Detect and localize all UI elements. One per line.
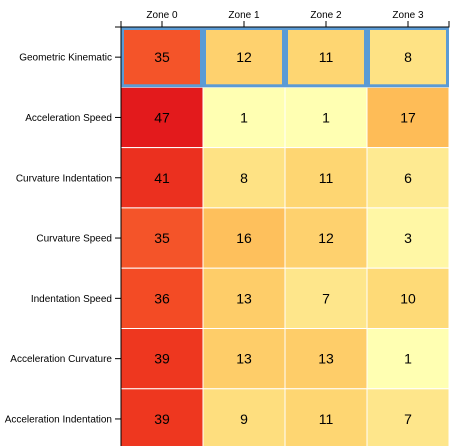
heatmap-cell (284, 328, 368, 390)
cell-value-label: 41 (154, 170, 170, 186)
x-tick-label: Zone 3 (392, 10, 424, 21)
cell-value-label: 12 (318, 230, 334, 246)
cell-value-label: 13 (318, 351, 334, 367)
heatmap-cell (202, 86, 286, 149)
y-axis-line (115, 26, 122, 446)
highlight-outline (285, 27, 367, 88)
cell-value-label: 11 (319, 170, 334, 186)
cell-value-label: 17 (400, 109, 416, 125)
cell-value-label: 7 (404, 411, 412, 427)
highlight-outline (367, 27, 449, 88)
y-tick-label: Indentation Speed (31, 294, 112, 305)
cell-value-label: 11 (319, 49, 334, 65)
y-tick-label: Acceleration Speed (25, 113, 112, 124)
cell-value-label: 16 (236, 230, 252, 246)
heatmap-cell (202, 147, 286, 209)
cell-value-label: 10 (400, 290, 416, 306)
x-tick-label: Zone 1 (228, 10, 260, 21)
cell-value-label: 6 (404, 170, 412, 186)
cell-value-label: 8 (240, 170, 248, 186)
heatmap-cell (366, 267, 450, 330)
heatmap-cell (202, 328, 286, 390)
cell-value-label: 13 (236, 290, 252, 306)
highlight-outline (121, 27, 203, 88)
cell-value-label: 47 (154, 109, 170, 125)
y-tick-label: Curvature Indentation (16, 173, 112, 184)
cell-value-label: 12 (236, 49, 252, 65)
cell-value-label: 7 (322, 290, 330, 306)
y-tick-label: Acceleration Curvature (10, 354, 112, 365)
y-tick-label: Acceleration Indentation (5, 414, 112, 425)
cell-value-label: 1 (240, 109, 248, 125)
row-highlight-group (121, 27, 449, 88)
cell-value-label: 13 (236, 351, 252, 367)
x-axis: Zone 0 Zone 1 Zone 2 Zone 3 (120, 10, 450, 28)
heatmap-cell (202, 388, 286, 446)
y-tick-label: Curvature Speed (36, 234, 112, 245)
cell-value-label: 36 (154, 290, 170, 306)
cell-value-label: 3 (404, 230, 412, 246)
heatmap-cell (120, 388, 204, 446)
cell-value-label: 39 (154, 351, 170, 367)
cell-value-label: 1 (404, 351, 412, 367)
cell-value-label: 9 (240, 411, 248, 427)
heatmap-cell (202, 207, 286, 269)
heatmap-cell (202, 267, 286, 330)
heatmap-cell (366, 388, 450, 446)
cell-value-label: 11 (319, 411, 334, 427)
heatmap-cell (366, 147, 450, 209)
y-tick-label: Geometric Kinematic (19, 53, 112, 64)
heatmap-cell (202, 26, 286, 88)
x-tick-label: Zone 0 (146, 10, 178, 21)
highlight-outline (203, 27, 285, 88)
cell-value-label: 8 (404, 49, 412, 65)
heatmap-cell (366, 86, 450, 149)
cell-value-label: 1 (322, 109, 330, 125)
heatmap-cell (366, 26, 450, 88)
cell-value-label: 39 (154, 411, 170, 427)
heatmap-cell (284, 267, 368, 330)
cell-value-label: 35 (154, 49, 170, 65)
heatmap-cell (120, 26, 204, 88)
heatmap-cell (366, 328, 450, 390)
x-tick-label: Zone 2 (310, 10, 342, 21)
heatmap-cell (366, 207, 450, 269)
cell-value-label: 35 (154, 230, 170, 246)
y-axis: Geometric Kinematic Acceleration Speed Cur… (5, 26, 122, 446)
x-axis-line (120, 21, 450, 28)
heatmap-cell (284, 388, 368, 446)
heatmap-cell (120, 328, 204, 390)
